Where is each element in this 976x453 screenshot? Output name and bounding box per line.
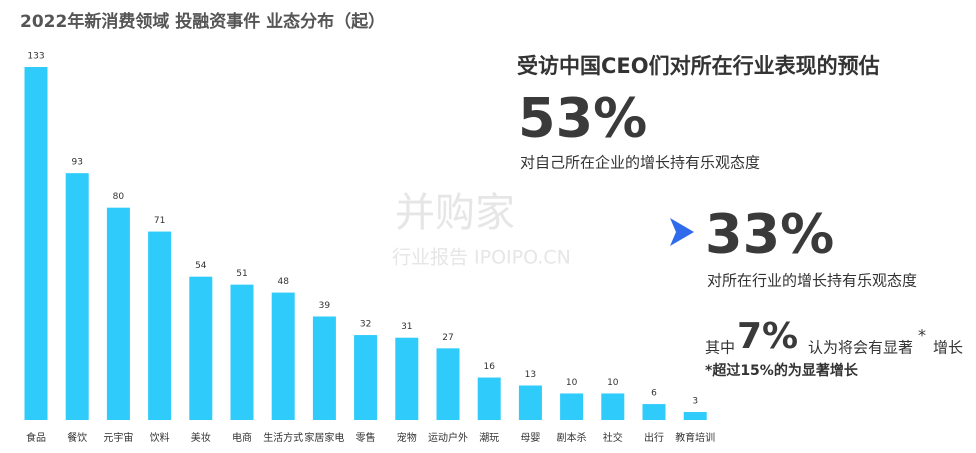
value-label: 80 [113,192,125,202]
bar [189,276,213,420]
value-label: 32 [360,320,371,330]
value-label: 27 [442,333,453,343]
x-tick-label: 社交 [603,431,623,444]
x-tick-label: 潮玩 [479,431,499,444]
bar [271,292,295,420]
stat-text: 认为将会有显著 [808,339,913,357]
x-tick-label: 食品 [26,431,46,444]
value-label: 48 [277,277,289,287]
stat-text: 对自己所在企业的增长持有乐观态度 [520,154,760,172]
value-label: 10 [566,378,578,388]
pointer-icon [670,218,694,246]
chart-title: 2022年新消费领域 投融资事件 业态分布（起） [20,11,385,32]
stat-text: 对所在行业的增长持有乐观态度 [707,272,917,290]
x-tick-label: 宠物 [397,431,417,444]
bar [477,377,501,420]
bar [354,335,378,420]
stat-value: 53% [518,87,647,150]
x-tick-label: 运动户外 [428,431,468,444]
x-tick-label: 出行 [644,431,664,444]
bar [312,316,336,420]
value-label: 54 [195,261,207,271]
bar [230,284,254,420]
bar [148,231,172,420]
value-label: 31 [401,322,412,332]
note: *超过15%的为显著增长 [705,362,859,379]
bar [24,67,48,420]
stat-value: 33% [705,203,834,266]
bar [65,173,89,420]
value-label: 3 [692,397,698,407]
value-label: 10 [607,378,619,388]
value-label: 6 [651,389,657,399]
bar [560,393,584,420]
bar [683,412,707,420]
x-tick-label: 饮料 [150,431,170,444]
watermark-sub: 行业报告 IPOIPO.CN [392,247,571,269]
value-label: 51 [236,269,247,279]
value-label: 71 [154,216,165,226]
x-tick-label: 剧本杀 [557,431,587,444]
value-label: 93 [71,158,82,168]
x-tick-label: 母婴 [520,432,540,444]
x-tick-label: 美妆 [191,431,211,444]
bar [518,385,542,420]
value-label: 16 [483,362,495,372]
stat-star: * [918,326,926,345]
stat-suffix: 增长 [933,339,963,357]
value-label: 39 [319,301,331,311]
x-tick-label: 餐饮 [67,431,87,444]
bar [642,404,666,420]
x-tick-label: 零售 [356,431,376,444]
value-label: 133 [27,52,44,62]
stat-prefix: 其中 [705,339,735,357]
value-label: 13 [525,370,536,380]
x-tick-label: 家居家电 [304,431,344,444]
x-tick-label: 元宇宙 [103,431,133,444]
panel-heading: 受访中国CEO们对所在行业表现的预估 [517,54,880,78]
stat-value: 7% [737,316,798,357]
x-tick-label: 电商 [232,431,252,444]
bar [395,337,419,420]
bar [601,393,625,420]
bar [106,207,130,420]
x-tick-label: 教育培训 [675,431,715,444]
x-tick-label: 生活方式 [263,431,303,444]
watermark-brand: 并购家 [395,190,515,236]
bar [436,348,460,420]
